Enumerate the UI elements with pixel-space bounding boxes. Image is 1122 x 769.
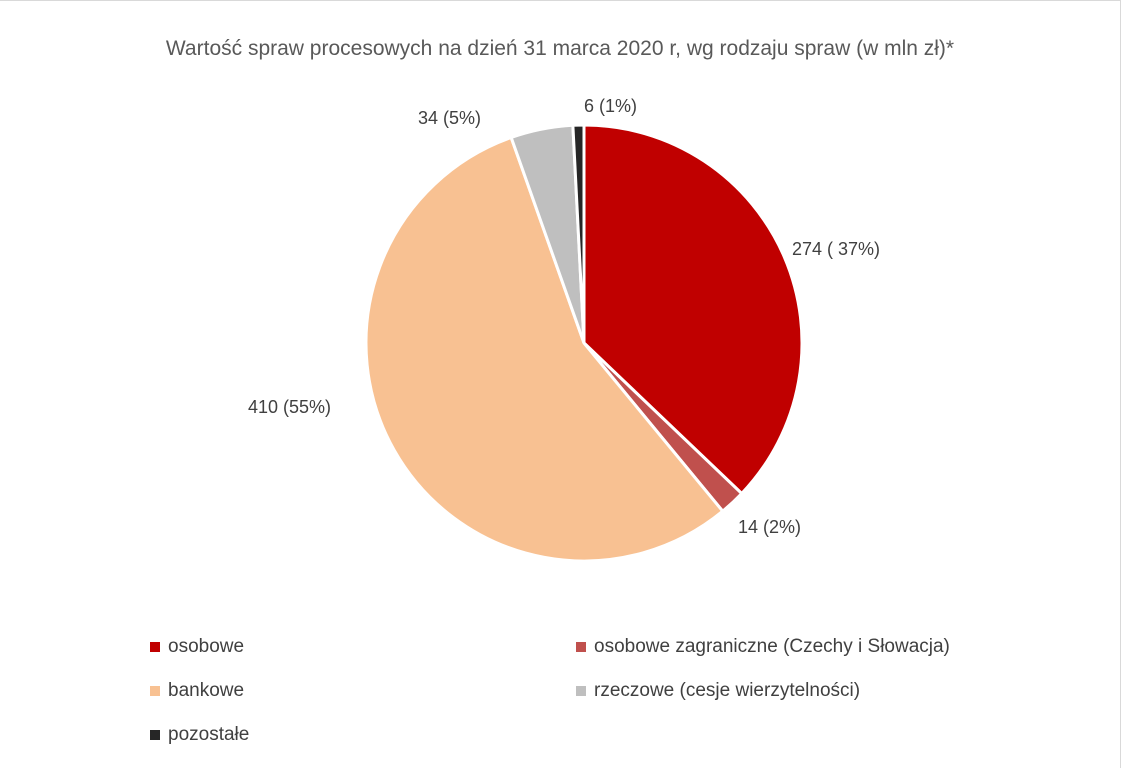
legend-swatch-osobowe <box>150 642 160 652</box>
legend-label-bankowe: bankowe <box>168 680 245 701</box>
legend-label-osobowe-zagraniczne: osobowe zagraniczne (Czechy i Słowacja) <box>594 636 950 657</box>
legend-item-osobowe-zagraniczne: osobowe zagraniczne (Czechy i Słowacja) <box>576 636 950 658</box>
data-label-pozostale: 6 (1%) <box>584 96 637 116</box>
legend-item-pozostale: pozostałe <box>150 724 249 746</box>
legend-item-bankowe: bankowe <box>150 680 244 702</box>
legend-label-pozostale: pozostałe <box>168 724 250 745</box>
legend-swatch-bankowe <box>150 686 160 696</box>
legend-label-osobowe: osobowe <box>168 636 245 657</box>
pie-slice-osobowe <box>582 123 804 496</box>
legend-label-rzeczowe: rzeczowe (cesje wierzytelności) <box>594 680 861 701</box>
pie-slice-bankowe <box>364 135 725 563</box>
data-label-bankowe: 410 (55%) <box>248 397 331 417</box>
legend-item-osobowe: osobowe <box>150 636 244 658</box>
pie-slice-pozostale <box>571 123 586 344</box>
legend-swatch-rzeczowe <box>576 686 586 696</box>
data-label-osobowe-zagraniczne: 14 (2%) <box>738 517 801 537</box>
legend-swatch-pozostale <box>150 730 160 740</box>
legend-item-rzeczowe: rzeczowe (cesje wierzytelności) <box>576 680 860 702</box>
data-label-osobowe: 274 ( 37%) <box>792 239 880 259</box>
data-label-rzeczowe: 34 (5%) <box>418 108 481 128</box>
legend-swatch-osobowe-zagraniczne <box>576 642 586 652</box>
chart-title: Wartość spraw procesowych na dzień 31 ma… <box>165 37 955 60</box>
